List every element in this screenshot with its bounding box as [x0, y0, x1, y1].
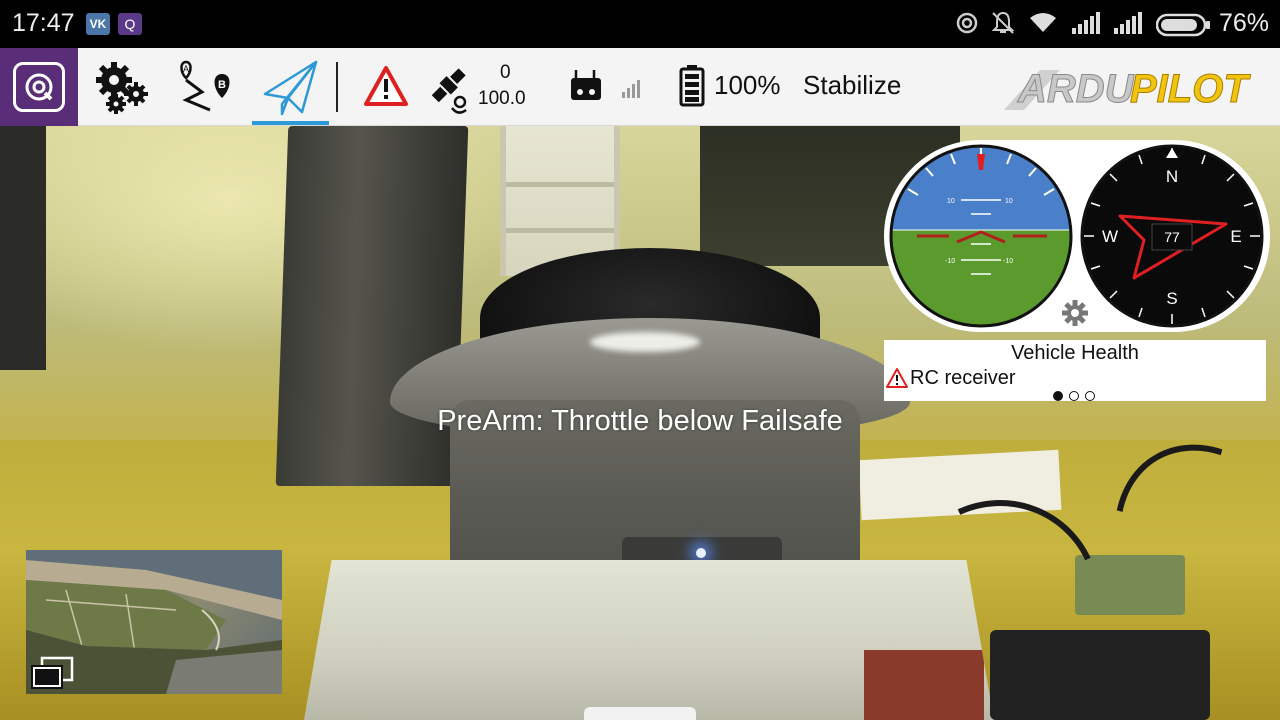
- hotspot-icon: [956, 12, 978, 34]
- gps-satellite-count: 0: [500, 62, 511, 83]
- vk-app-icon: VK: [86, 13, 110, 35]
- pitch-label: -10: [945, 258, 955, 265]
- compass-heading: 77: [1164, 229, 1180, 245]
- clock: 17:47: [12, 9, 75, 37]
- warning-triangle-icon: [364, 66, 408, 106]
- settings-button[interactable]: [92, 48, 154, 126]
- plan-view-button[interactable]: A B: [176, 48, 238, 126]
- pitch-label: -10: [1003, 258, 1013, 265]
- pitch-label: 10: [947, 198, 955, 205]
- phone-battery-percent: 76%: [1219, 9, 1270, 37]
- satellite-icon: [431, 68, 467, 114]
- rc-transmitter-icon: [571, 70, 601, 100]
- paper-plane-icon: [263, 60, 318, 116]
- android-status-bar: 17:47 VK Q 76%: [0, 0, 1280, 48]
- compass-east: E: [1230, 227, 1241, 246]
- gps-status[interactable]: [426, 48, 538, 126]
- battery-icon: [1156, 13, 1210, 37]
- ardupilot-logo: ARDU PILOT: [1004, 67, 1252, 112]
- compass-indicator: N E S W 77: [1080, 144, 1264, 328]
- prearm-message: PreArm: Throttle below Failsafe: [437, 405, 843, 437]
- battery-icon: [679, 65, 705, 107]
- flight-mode-selector[interactable]: Stabilize: [803, 70, 902, 100]
- attitude-indicator: 10 10 -10 -10: [889, 144, 1073, 328]
- vehicle-health-title: Vehicle Health: [1011, 342, 1139, 364]
- swap-view-icon[interactable]: [30, 656, 74, 692]
- page-dot[interactable]: [1085, 391, 1095, 401]
- page-dot[interactable]: [1069, 391, 1079, 401]
- qgc-logo-icon: [13, 62, 65, 112]
- wifi-icon: [1030, 13, 1056, 32]
- app-menu-button[interactable]: [0, 48, 78, 126]
- qgc-notification-icon: Q: [118, 13, 142, 35]
- signal-bars-icon: [622, 80, 640, 98]
- mini-map[interactable]: [26, 550, 282, 694]
- toolbar-divider: [336, 62, 338, 112]
- page-dot-active[interactable]: [1053, 391, 1063, 401]
- logo-pilot: PILOT: [1130, 67, 1251, 111]
- signal-icon: [1114, 12, 1142, 34]
- gears-icon: [96, 62, 148, 114]
- compass-west: W: [1102, 227, 1118, 246]
- logo-ardu: ARDU: [1017, 67, 1135, 111]
- vehicle-battery-status[interactable]: [678, 48, 708, 126]
- fly-view-button[interactable]: [252, 48, 329, 126]
- svg-text:B: B: [218, 79, 226, 91]
- plan-route-icon: A B: [180, 60, 230, 112]
- vehicle-battery-percent[interactable]: 100%: [714, 70, 781, 100]
- main-toolbar: A B 0 100.0: [0, 48, 1280, 126]
- svg-text:A: A: [183, 64, 189, 74]
- compass-south: S: [1166, 289, 1177, 308]
- vehicle-health-panel: Vehicle Health RC receiver: [884, 340, 1266, 401]
- warning-triangle-icon: [886, 368, 908, 388]
- rc-rssi-status[interactable]: [566, 48, 650, 126]
- gear-icon[interactable]: [1060, 298, 1090, 328]
- active-view-indicator: [252, 121, 329, 125]
- signal-icon: [1072, 12, 1100, 34]
- messages-button[interactable]: [362, 48, 410, 126]
- bottom-drawer-handle[interactable]: [584, 707, 696, 720]
- compass-north: N: [1166, 167, 1178, 186]
- mute-icon: [991, 11, 1015, 34]
- gps-hdop: 100.0: [478, 88, 526, 109]
- health-item-rc-receiver: RC receiver: [910, 367, 1016, 389]
- pitch-label: 10: [1005, 198, 1013, 205]
